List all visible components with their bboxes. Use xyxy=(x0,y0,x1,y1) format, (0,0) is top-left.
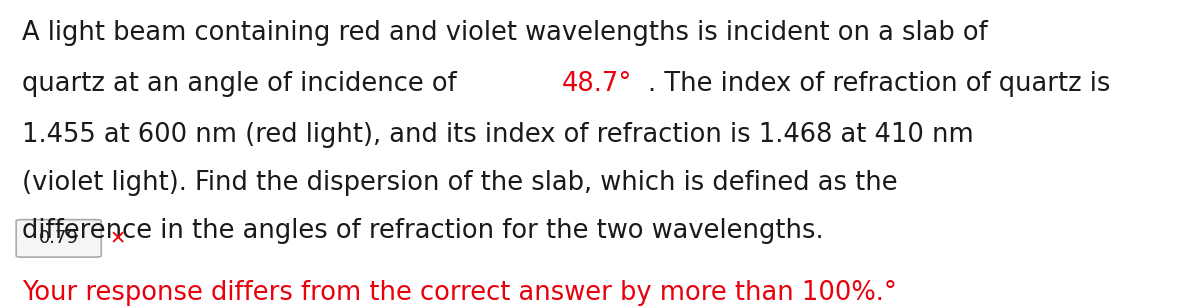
Text: ✕: ✕ xyxy=(109,229,126,248)
Text: 0.79: 0.79 xyxy=(38,230,79,247)
Text: . The index of refraction of quartz is: . The index of refraction of quartz is xyxy=(648,71,1110,97)
Text: A light beam containing red and violet wavelengths is incident on a slab of: A light beam containing red and violet w… xyxy=(22,20,988,46)
Text: 48.7°: 48.7° xyxy=(563,71,632,97)
FancyBboxPatch shape xyxy=(16,220,101,257)
Text: quartz at an angle of incidence of: quartz at an angle of incidence of xyxy=(22,71,464,97)
Text: 1.455 at 600 nm (red light), and its index of refraction is 1.468 at 410 nm: 1.455 at 600 nm (red light), and its ind… xyxy=(22,122,973,148)
Text: difference in the angles of refraction for the two wavelengths.: difference in the angles of refraction f… xyxy=(22,218,823,244)
Text: (violet light). Find the dispersion of the slab, which is defined as the: (violet light). Find the dispersion of t… xyxy=(22,170,898,196)
Text: Your response differs from the correct answer by more than 100%.°: Your response differs from the correct a… xyxy=(22,280,896,306)
